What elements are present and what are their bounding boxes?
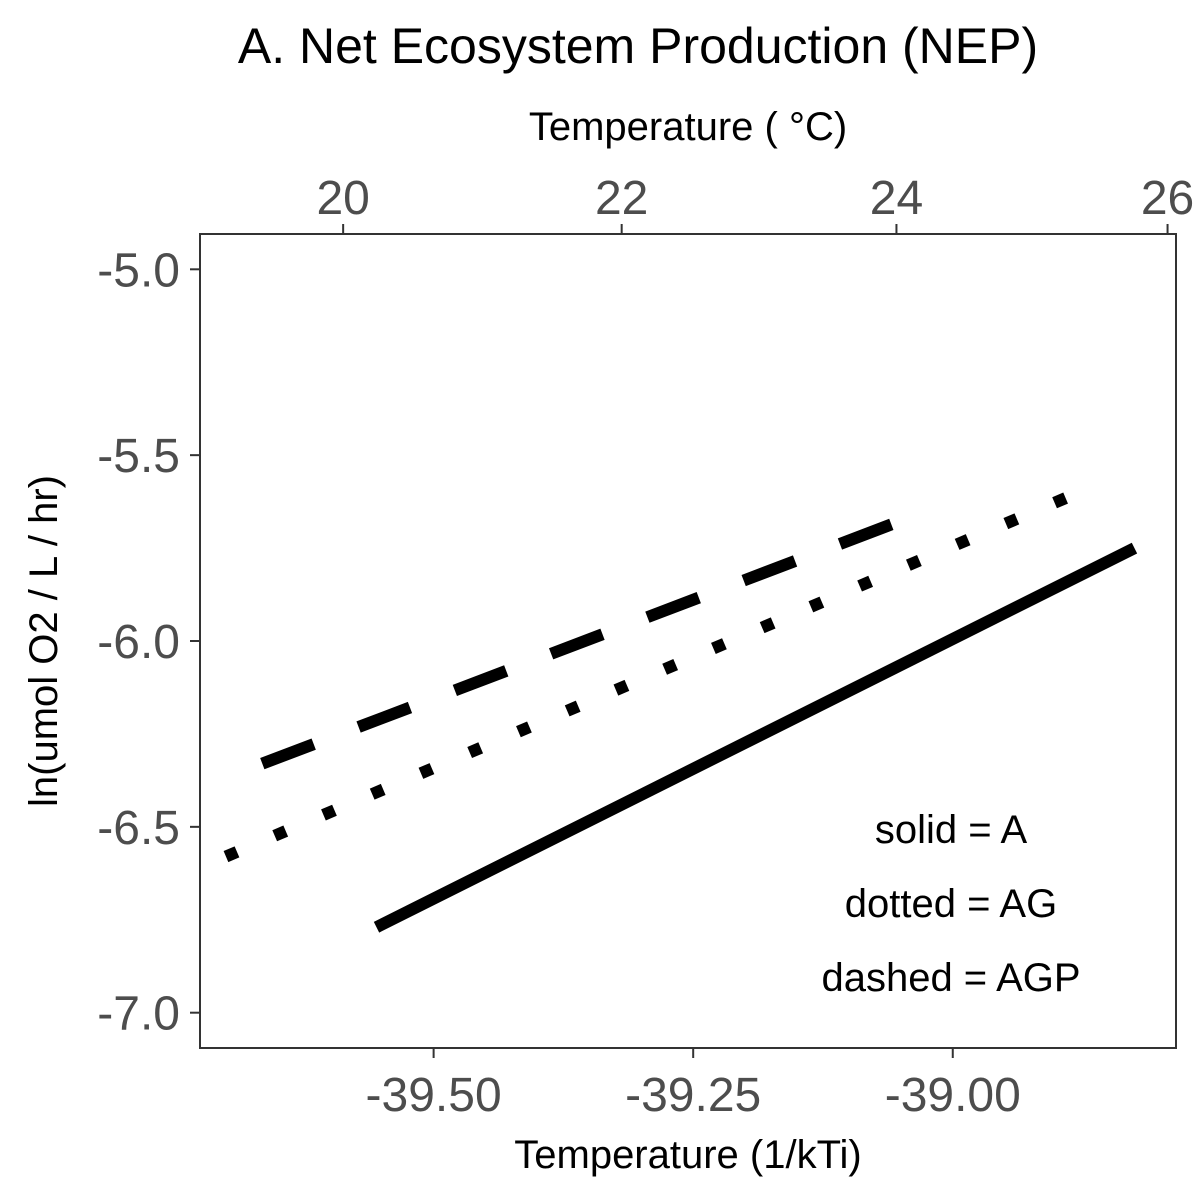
axis-ticks: -5.0 -5.5 -6.0 -6.5 -7.0 -39.50 -39.25 -39.00 20… [97, 172, 1194, 1122]
legend-note-dotted: dotted = AG [845, 882, 1057, 926]
y-tick-label: -7.0 [97, 988, 180, 1041]
x-tick-label: -39.00 [885, 1069, 1021, 1122]
series-layer [223, 483, 1138, 933]
top-x-tick-label: 22 [595, 172, 648, 225]
series-line-solid [373, 542, 1138, 933]
y-tick-label: -6.0 [97, 616, 180, 669]
bottom-axis-title: Temperature (1/kTi) [514, 1133, 862, 1177]
y-tick-label: -6.5 [97, 802, 180, 855]
top-x-tick-label: 24 [870, 172, 923, 225]
legend-note-dashed: dashed = AGP [821, 956, 1080, 1000]
series-line-dotted [223, 483, 1091, 863]
top-x-tick-label: 26 [1141, 172, 1194, 225]
y-tick-label: -5.0 [97, 244, 180, 297]
x-tick-label: -39.50 [366, 1069, 502, 1122]
y-axis-title: ln(umol O2 / L / hr) [22, 475, 66, 807]
top-x-tick-label: 20 [316, 172, 369, 225]
top-axis-title: Temperature ( °C) [529, 105, 847, 149]
legend-note-solid: solid = A [875, 808, 1028, 852]
x-tick-label: -39.25 [625, 1069, 761, 1122]
chart-title: A. Net Ecosystem Production (NEP) [238, 18, 1038, 74]
series-line-dashed [260, 505, 929, 770]
y-tick-label: -5.5 [97, 430, 180, 483]
